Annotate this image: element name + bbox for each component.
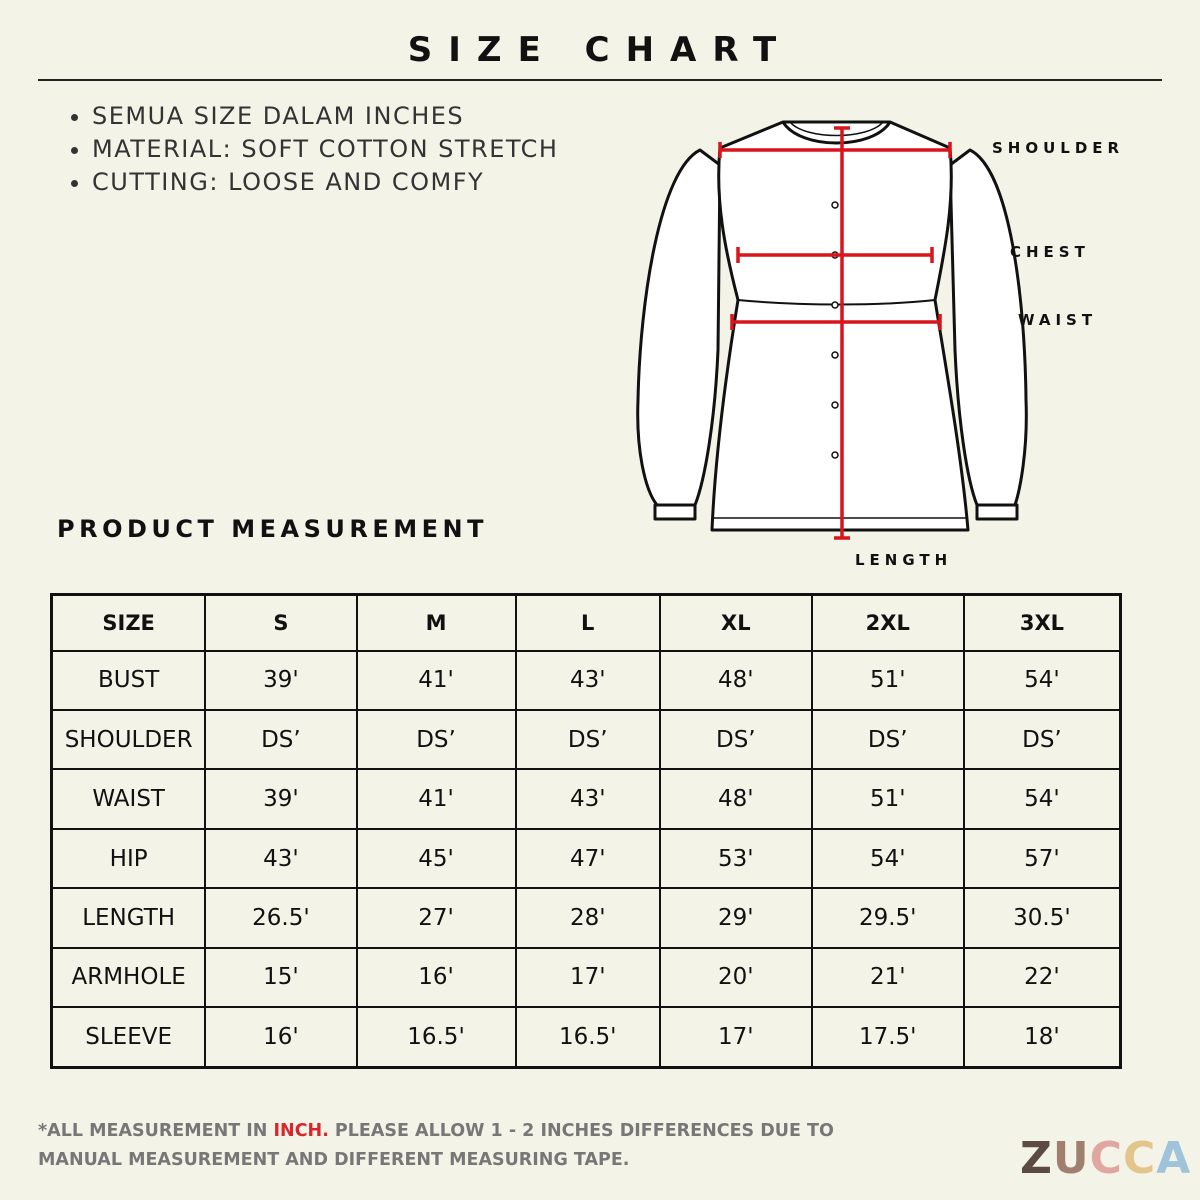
table-cell: 54' bbox=[962, 768, 1122, 830]
table-cell: WAIST bbox=[50, 768, 207, 830]
table-cell: LENGTH bbox=[50, 887, 207, 949]
table-cell: 45' bbox=[355, 827, 517, 890]
brand-logo: ZUCCA bbox=[1020, 1133, 1191, 1184]
table-cell: 16.5' bbox=[514, 1005, 661, 1069]
title: SIZE CHART bbox=[407, 30, 793, 70]
note: CUTTING: LOOSE AND COMFY bbox=[92, 166, 558, 199]
table-cell: 27' bbox=[355, 887, 517, 949]
footnote-text: PLEASE ALLOW 1 - 2 INCHES DIFFERENCES DU… bbox=[38, 1121, 834, 1170]
table-cell: 17' bbox=[514, 946, 661, 1008]
footnote: *ALL MEASUREMENT IN INCH. PLEASE ALLOW 1… bbox=[38, 1117, 858, 1175]
brand-letter: U bbox=[1052, 1133, 1090, 1184]
table-row: SLEEVE 16' 16.5' 16.5' 17' 17.5' 18' bbox=[50, 1005, 1122, 1069]
section-title: PRODUCT MEASUREMENT bbox=[57, 515, 488, 543]
table-cell: 30.5' bbox=[962, 887, 1122, 949]
table-cell: 41' bbox=[355, 649, 517, 712]
table-cell: 48' bbox=[658, 768, 813, 830]
table-cell: 20' bbox=[658, 946, 813, 1008]
table-cell: 17' bbox=[658, 1005, 813, 1069]
header-cell: M bbox=[355, 593, 517, 652]
table-cell: 54' bbox=[962, 649, 1122, 712]
header-row: SIZE S M L XL 2XL 3XL bbox=[50, 593, 1122, 652]
table-row: LENGTH 26.5' 27' 28' 29' 29.5' 30.5' bbox=[50, 887, 1122, 949]
table-cell: 17.5' bbox=[810, 1005, 965, 1069]
table-cell: SHOULDER bbox=[50, 709, 207, 771]
diagram-label: CHEST bbox=[1010, 243, 1090, 261]
header-cell: S bbox=[204, 593, 358, 652]
note: SEMUA SIZE DALAM INCHES bbox=[92, 100, 558, 133]
table-cell: 29' bbox=[658, 887, 813, 949]
note: MATERIAL: SOFT COTTON STRETCH bbox=[92, 133, 558, 166]
table-cell: HIP bbox=[50, 827, 207, 890]
table-cell: 51' bbox=[810, 649, 965, 712]
table-row: ARMHOLE 15' 16' 17' 20' 21' 22' bbox=[50, 946, 1122, 1008]
table-cell: 16' bbox=[204, 1005, 358, 1069]
table-cell: DS’ bbox=[514, 709, 661, 771]
garment-diagram bbox=[636, 120, 1028, 540]
brand-letter: Z bbox=[1020, 1133, 1053, 1184]
footnote-text: *ALL MEASUREMENT IN bbox=[38, 1121, 274, 1141]
table-cell: 15' bbox=[204, 946, 358, 1008]
table-cell: 21' bbox=[810, 946, 965, 1008]
table-cell: 57' bbox=[962, 827, 1122, 890]
table-cell: 54' bbox=[810, 827, 965, 890]
table-cell: 16' bbox=[355, 946, 517, 1008]
table-cell: 16.5' bbox=[355, 1005, 517, 1069]
brand-letter: C bbox=[1089, 1133, 1123, 1184]
table-row: SHOULDER DS’ DS’ DS’ DS’ DS’ DS’ bbox=[50, 709, 1122, 771]
table-cell: 29.5' bbox=[810, 887, 965, 949]
header-cell: 2XL bbox=[810, 593, 965, 652]
header-cell: L bbox=[514, 593, 661, 652]
footnote-highlight: INCH. bbox=[273, 1121, 329, 1141]
diagram-label: SHOULDER bbox=[992, 139, 1125, 157]
brand-letter: A bbox=[1156, 1133, 1192, 1184]
diagram-label: LENGTH bbox=[855, 551, 953, 569]
table-cell: 39' bbox=[204, 649, 358, 712]
table-cell: 51' bbox=[810, 768, 965, 830]
table-cell: 43' bbox=[514, 649, 661, 712]
table-cell: 18' bbox=[962, 1005, 1122, 1069]
notes: SEMUA SIZE DALAM INCHES MATERIAL: SOFT C… bbox=[68, 100, 558, 199]
table-cell: DS’ bbox=[355, 709, 517, 771]
table-cell: 41' bbox=[355, 768, 517, 830]
header-cell: 3XL bbox=[962, 593, 1122, 652]
table-cell: DS’ bbox=[204, 709, 358, 771]
header-cell: SIZE bbox=[50, 593, 207, 652]
table-cell: DS’ bbox=[962, 709, 1122, 771]
table-cell: 22' bbox=[962, 946, 1122, 1008]
table-cell: 43' bbox=[514, 768, 661, 830]
diagram-label: WAIST bbox=[1018, 311, 1098, 329]
table-cell: DS’ bbox=[810, 709, 965, 771]
table-cell: 53' bbox=[658, 827, 813, 890]
table-cell: 39' bbox=[204, 768, 358, 830]
brand-letter: C bbox=[1122, 1133, 1157, 1184]
size-table: SIZE S M L XL 2XL 3XL BUST 39' 41' 43' 48' 51' 54' SHO… bbox=[50, 593, 1122, 1069]
table-row: HIP 43' 45' 47' 53' 54' 57' bbox=[50, 827, 1122, 890]
table-cell: BUST bbox=[50, 649, 207, 712]
table-cell: 28' bbox=[514, 887, 661, 949]
table-cell: 26.5' bbox=[204, 887, 358, 949]
divider bbox=[38, 79, 1162, 81]
table-cell: 48' bbox=[658, 649, 813, 712]
table-cell: SLEEVE bbox=[50, 1005, 207, 1069]
table-cell: 43' bbox=[204, 827, 358, 890]
table-cell: ARMHOLE bbox=[50, 946, 207, 1008]
table-cell: DS’ bbox=[658, 709, 813, 771]
table-row: BUST 39' 41' 43' 48' 51' 54' bbox=[50, 649, 1122, 712]
header-cell: XL bbox=[658, 593, 813, 652]
table-cell: 47' bbox=[514, 827, 661, 890]
table-row: WAIST 39' 41' 43' 48' 51' 54' bbox=[50, 768, 1122, 830]
